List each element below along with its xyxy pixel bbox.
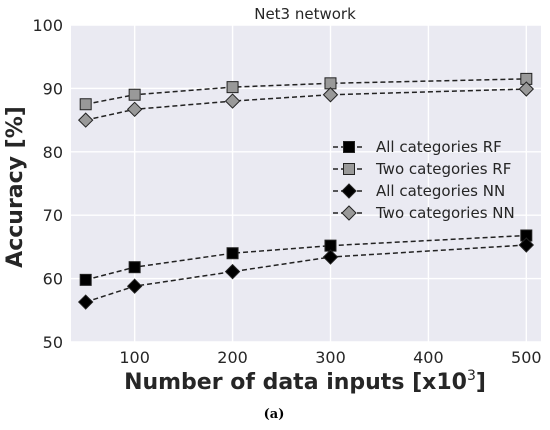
y-tick-label: 80 (43, 143, 63, 162)
data-point (224, 263, 241, 280)
series-group (77, 72, 535, 310)
series-line (85, 244, 527, 303)
data-point (126, 101, 143, 118)
data-point (128, 88, 141, 101)
data-point (77, 294, 94, 310)
data-point (77, 112, 94, 128)
data-point (226, 247, 239, 260)
x-tick-label: 100 (119, 348, 150, 367)
legend: All categories RF Two categories RF All ca… (333, 138, 515, 222)
y-axis-label: Accuracy [%] (3, 106, 28, 268)
legend-marker (341, 205, 357, 221)
data-point (128, 261, 141, 274)
data-point (79, 98, 92, 111)
series-all-categories-nn (77, 237, 535, 310)
data-point (126, 278, 143, 294)
legend-item: All categories RF (333, 138, 502, 156)
y-tick-label: 50 (43, 333, 63, 352)
series-two-categories-nn (77, 81, 535, 128)
legend-marker (341, 183, 357, 199)
legend-item: Two categories NN (333, 204, 515, 222)
legend-item: Two categories RF (333, 160, 511, 178)
series-line (85, 234, 527, 281)
legend-label: All categories NN (376, 182, 505, 200)
data-point (322, 249, 339, 265)
data-point (79, 273, 92, 286)
y-tick-labels: 50 60 70 80 90 100 (32, 16, 63, 352)
x-tick-label: 300 (315, 348, 346, 367)
data-point (224, 93, 241, 109)
data-point (518, 237, 535, 253)
x-tick-labels: 100 200 300 400 500 (119, 348, 541, 367)
legend-item: All categories NN (333, 182, 505, 200)
legend-label: Two categories RF (375, 160, 511, 178)
data-point (322, 87, 339, 103)
legend-marker (343, 141, 355, 153)
legend-label: Two categories NN (375, 204, 515, 222)
y-tick-label: 60 (43, 270, 63, 289)
y-tick-label: 100 (32, 16, 63, 35)
x-tick-label: 200 (217, 348, 248, 367)
y-tick-label: 90 (43, 79, 63, 98)
legend-marker (343, 163, 355, 175)
chart-title: Net3 network (254, 5, 356, 23)
figure-caption: (a) (264, 407, 285, 422)
x-axis-label: Number of data inputs [x103] (124, 368, 486, 395)
y-tick-label: 70 (43, 206, 63, 225)
plot-background (71, 25, 541, 342)
data-point (518, 81, 535, 97)
x-tick-label: 500 (511, 348, 542, 367)
data-point (226, 81, 239, 94)
x-tick-label: 400 (413, 348, 444, 367)
legend-label: All categories RF (376, 138, 502, 156)
